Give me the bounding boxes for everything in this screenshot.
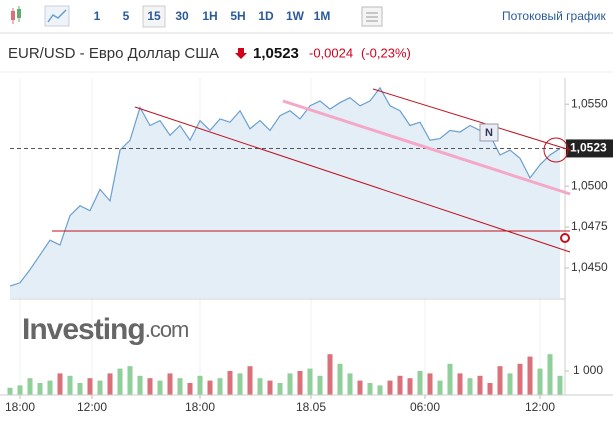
volume-bar (137, 375, 143, 395)
volume-bar (227, 370, 233, 395)
svg-text:N: N (485, 127, 493, 139)
volume-bar (267, 380, 273, 395)
volume-bar (7, 387, 13, 395)
last-price-label: 1,0523 (570, 141, 607, 155)
volume-bar (117, 368, 123, 395)
y-tick-label: 1,0500 (571, 178, 608, 192)
volume-bar (87, 378, 93, 395)
last-price-box (566, 139, 613, 158)
active-interval-box (142, 5, 166, 28)
toolbar (0, 0, 613, 33)
x-tick-label: 18.05 (296, 400, 326, 414)
volume-bar (377, 385, 383, 395)
price-change-pct: (-0,23%) (361, 45, 411, 60)
candle-icon[interactable] (11, 6, 21, 24)
y-tick-label: 1,0475 (571, 219, 608, 233)
stream-link[interactable]: Потоковый график (502, 9, 606, 23)
volume-bar (417, 370, 423, 395)
drawings: N (52, 88, 571, 253)
volume-bar (477, 375, 483, 395)
volume-bar (297, 370, 303, 395)
price-line (9, 86, 561, 287)
volume-bar (347, 373, 353, 395)
volume-bar (317, 375, 323, 395)
interval-button[interactable]: 30 (175, 9, 189, 23)
volume-bar (557, 375, 563, 395)
volume-bar (537, 368, 543, 395)
volume-bar (367, 382, 373, 395)
x-tick-label: 12:00 (525, 400, 555, 414)
volume-bar (157, 380, 163, 395)
volume-bar (97, 380, 103, 395)
y-tick-label: 1,0450 (571, 260, 608, 274)
volume-bar (207, 380, 213, 395)
instrument-title: EUR/USD - Евро Доллар США (8, 45, 219, 62)
watermark-brand: Investing (22, 313, 145, 346)
volume-bar (187, 382, 193, 395)
interval-button[interactable]: 1M (314, 9, 331, 23)
volume-bar (277, 382, 283, 395)
x-tick-label: 18:00 (5, 400, 35, 414)
volume-bar (287, 373, 293, 395)
volume-bar (307, 368, 313, 395)
area-icon[interactable] (44, 5, 70, 27)
volume-bar (177, 378, 183, 395)
interval-button[interactable]: 15 (147, 9, 161, 23)
interval-button[interactable]: 1 (94, 9, 101, 23)
y-tick-label: 1,0550 (571, 96, 608, 110)
volume-bar (457, 373, 463, 395)
interval-button[interactable]: 1H (202, 9, 217, 23)
interval-button[interactable]: 1D (258, 9, 274, 23)
x-tick-label: 18:00 (185, 400, 215, 414)
volume-bar (407, 378, 413, 395)
volume-bar (107, 373, 113, 395)
volume-bar (497, 366, 503, 395)
volume-bar (47, 380, 53, 395)
volume-bar (167, 373, 173, 395)
volume-bar (517, 363, 523, 395)
volume-bar (437, 380, 443, 395)
volume-bar (327, 354, 333, 395)
x-tick-label: 12:00 (77, 400, 107, 414)
volume-bar (67, 375, 73, 395)
volume-bar (507, 373, 513, 395)
plot: 18:00 12:00 18:00 18.05 06:00 12:00 1,0450 1,04… (5, 78, 613, 414)
volume-bar (147, 378, 153, 395)
settings-icon[interactable] (361, 6, 383, 27)
volume-bar (527, 356, 533, 395)
volume-bar (247, 366, 253, 395)
interval-button[interactable]: 5H (230, 9, 245, 23)
watermark: Investing.com (22, 313, 188, 346)
volume-bar (77, 382, 83, 395)
volume-bar (237, 373, 243, 395)
volume-bar (127, 366, 133, 395)
volume-bar (37, 382, 43, 395)
interval-button[interactable]: 5 (123, 9, 130, 23)
volume-bar (427, 373, 433, 395)
volume-bar (257, 378, 263, 395)
volume-bar (387, 380, 393, 395)
last-price: 1,0523 (253, 45, 299, 62)
x-tick-label: 06:00 (410, 400, 440, 414)
volume-bar (357, 380, 363, 395)
volume-bar (467, 378, 473, 395)
volume-bar (447, 363, 453, 395)
down-arrow (235, 48, 247, 59)
volume-bar (27, 378, 33, 395)
volume-bar (197, 375, 203, 395)
price-area (10, 87, 560, 299)
volume-bar (57, 373, 63, 395)
y-tick-label: 1 000 (573, 363, 603, 377)
volume-bar (547, 354, 553, 395)
volume-bar (217, 378, 223, 395)
volume-bar (397, 375, 403, 395)
volume-bar (17, 385, 23, 395)
watermark-domain: .com (145, 317, 189, 342)
price-change: -0,0024 (309, 45, 353, 60)
interval-button[interactable]: 1W (286, 9, 305, 23)
volume-bar (487, 382, 493, 395)
volume-bar (337, 363, 343, 395)
